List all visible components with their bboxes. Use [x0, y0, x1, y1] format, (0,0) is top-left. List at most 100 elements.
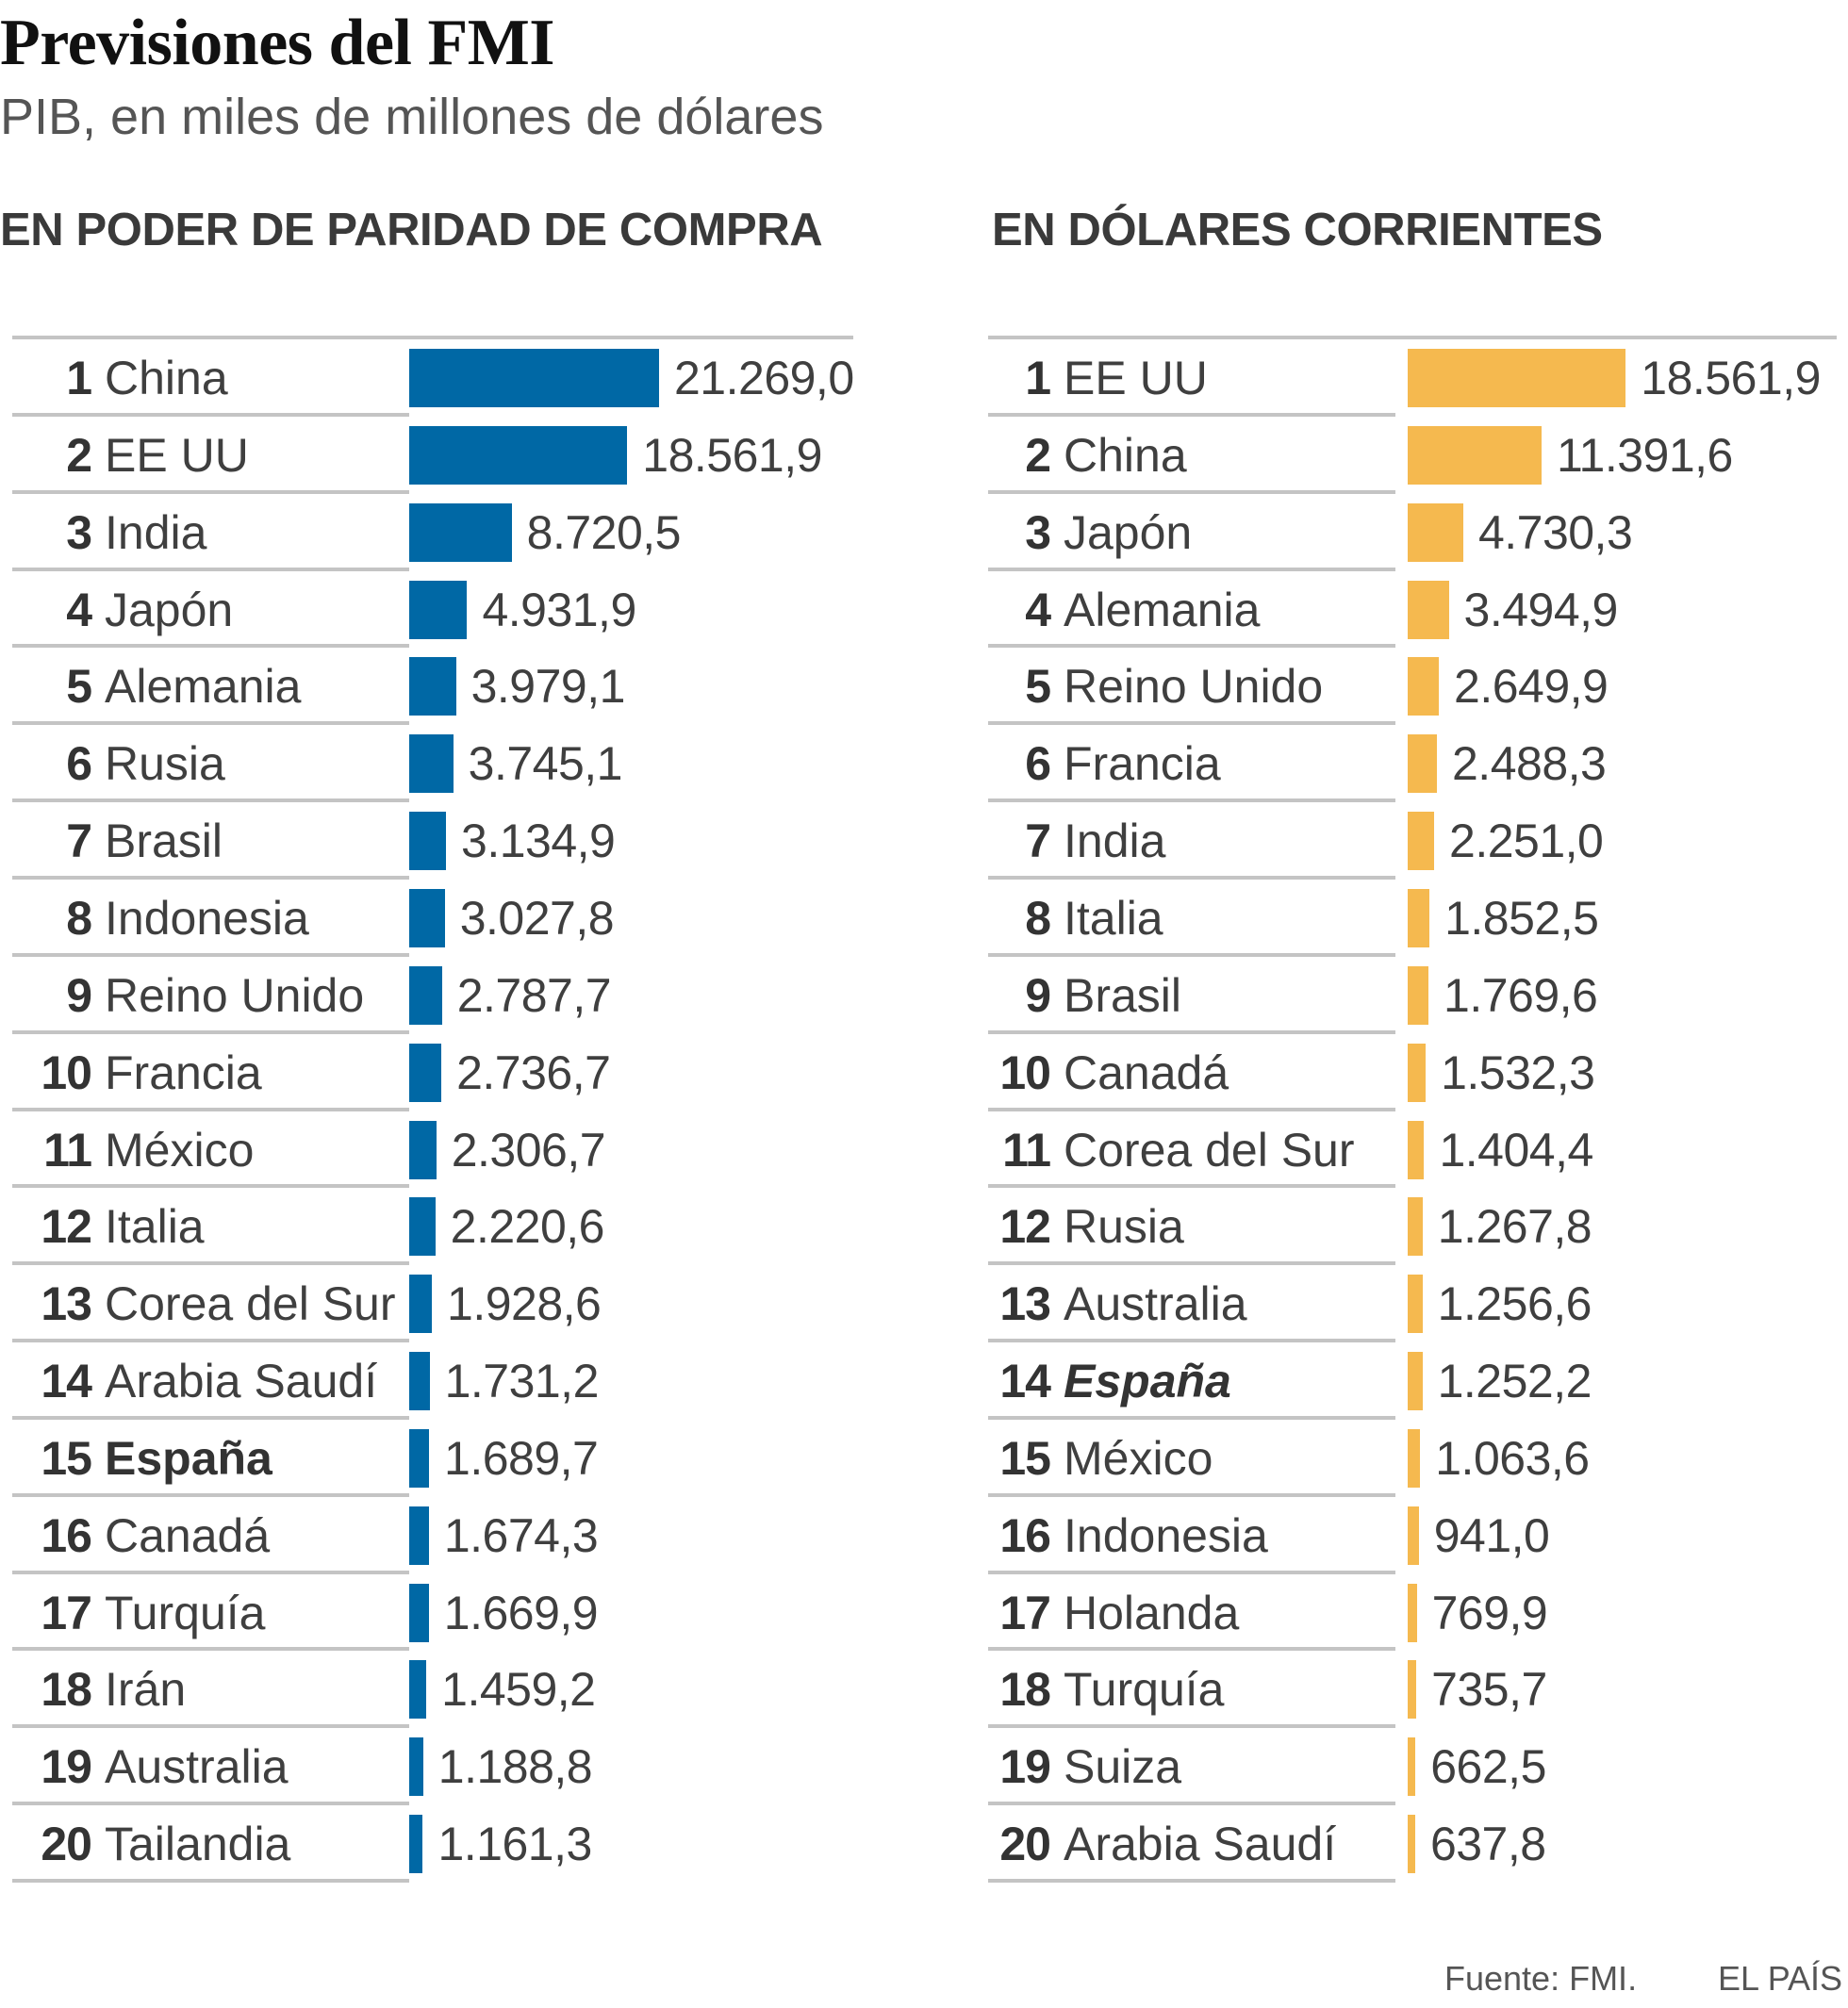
- country-name: Alemania: [105, 660, 302, 714]
- rank-number: 11: [1002, 1123, 1051, 1177]
- usd-row-label: 18 Turquía: [971, 1651, 1224, 1728]
- ppp-row-label: 7 Brasil: [12, 802, 223, 880]
- ppp-bar: [409, 1120, 437, 1179]
- country-name: España: [105, 1431, 272, 1485]
- usd-bar: [1408, 812, 1435, 871]
- ppp-value-label: 4.931,9: [482, 583, 636, 636]
- ppp-row-label: 16 Canadá: [12, 1497, 270, 1574]
- usd-value-label: 1.267,8: [1437, 1200, 1592, 1254]
- ppp-bar: [409, 965, 442, 1025]
- ppp-row-divider: [12, 798, 409, 803]
- ppp-row-divider: [12, 1879, 409, 1883]
- rank-number: 20: [41, 1818, 92, 1871]
- country-name: España: [1064, 1355, 1231, 1408]
- country-name: China: [1064, 428, 1187, 482]
- ppp-bar: [409, 349, 659, 407]
- ppp-row-label: 2 EE UU: [12, 417, 249, 494]
- ppp-row-label: 18 Irán: [12, 1651, 186, 1728]
- usd-row-label: 19 Suiza: [971, 1728, 1181, 1805]
- usd-value-label: 769,9: [1431, 1586, 1548, 1639]
- rank-number: 20: [999, 1818, 1051, 1871]
- usd-value-label: 1.532,3: [1441, 1045, 1595, 1099]
- ppp-row-divider: [12, 1261, 409, 1266]
- usd-bar: [1408, 657, 1440, 716]
- rank-number: 3: [66, 505, 92, 559]
- usd-bar: [1408, 888, 1430, 947]
- country-name: Italia: [1064, 891, 1163, 945]
- ppp-row-divider: [12, 489, 409, 494]
- usd-bar: [1408, 1506, 1419, 1565]
- rank-number: 2: [1025, 428, 1051, 482]
- ppp-bar: [409, 1197, 436, 1257]
- ppp-bar: [409, 812, 447, 871]
- ppp-row-divider: [12, 644, 409, 649]
- ppp-value-label: 1.669,9: [443, 1586, 599, 1639]
- ppp-bar: [409, 580, 468, 639]
- usd-bar: [1408, 1428, 1421, 1488]
- usd-row-label: 16 Indonesia: [971, 1497, 1267, 1574]
- usd-bar: [1408, 1815, 1415, 1874]
- ppp-value-label: 1.188,8: [437, 1740, 593, 1794]
- country-name: Irán: [105, 1663, 187, 1717]
- usd-row-label: 13 Australia: [971, 1265, 1247, 1342]
- country-name: Japón: [105, 583, 234, 636]
- usd-row-label: 20 Arabia Saudí: [971, 1805, 1336, 1883]
- usd-value-label: 1.404,4: [1439, 1123, 1593, 1177]
- country-name: Corea del Sur: [105, 1277, 396, 1331]
- rank-number: 12: [999, 1200, 1051, 1254]
- ppp-bar: [409, 734, 454, 794]
- ppp-value-label: 3.745,1: [468, 737, 623, 791]
- country-name: Francia: [1064, 737, 1221, 791]
- ppp-bar: [409, 1815, 423, 1874]
- country-name: Tailandia: [105, 1818, 291, 1871]
- usd-bar: [1408, 1583, 1417, 1642]
- ppp-row-label: 3 India: [12, 494, 206, 571]
- usd-section-heading: EN DÓLARES CORRIENTES: [992, 205, 1603, 255]
- country-name: Brasil: [1064, 968, 1182, 1022]
- usd-row-label: 2 China: [971, 417, 1187, 494]
- usd-row-divider: [988, 1492, 1395, 1497]
- usd-value-label: 1.256,6: [1437, 1277, 1592, 1331]
- country-name: Rusia: [1064, 1200, 1184, 1254]
- usd-bar: [1408, 1197, 1423, 1257]
- rank-number: 12: [41, 1200, 92, 1254]
- country-name: Alemania: [1064, 583, 1261, 636]
- rank-number: 15: [41, 1431, 92, 1485]
- ppp-row-divider: [12, 567, 409, 571]
- usd-row-label: 9 Brasil: [971, 957, 1181, 1034]
- rank-number: 4: [66, 583, 92, 636]
- ppp-row-divider: [12, 1492, 409, 1497]
- ppp-value-label: 3.027,8: [459, 891, 615, 945]
- country-name: Corea del Sur: [1064, 1123, 1355, 1177]
- rank-number: 5: [66, 660, 92, 714]
- ppp-bar: [409, 502, 512, 562]
- usd-value-label: 735,7: [1431, 1663, 1547, 1717]
- usd-row-divider: [988, 875, 1395, 880]
- rank-number: 11: [43, 1123, 92, 1177]
- usd-row-label: 6 Francia: [971, 725, 1221, 802]
- usd-bar: [1408, 1660, 1417, 1720]
- ppp-row-label: 9 Reino Unido: [12, 957, 364, 1034]
- ppp-row-label: 13 Corea del Sur: [12, 1265, 396, 1342]
- usd-bar: [1408, 965, 1429, 1025]
- rank-number: 16: [999, 1508, 1051, 1562]
- usd-bar: [1408, 580, 1449, 639]
- ppp-value-label: 1.674,3: [443, 1508, 599, 1562]
- ppp-value-label: 1.161,3: [437, 1818, 592, 1871]
- country-name: Australia: [1064, 1277, 1247, 1331]
- usd-top-rule: [988, 336, 1837, 339]
- rank-number: 6: [66, 737, 92, 791]
- rank-number: 9: [66, 968, 92, 1022]
- usd-bar: [1408, 1352, 1423, 1411]
- rank-number: 19: [41, 1740, 92, 1794]
- usd-row-divider: [988, 412, 1395, 417]
- usd-row-divider: [988, 1879, 1395, 1883]
- ppp-value-label: 21.269,0: [674, 352, 854, 404]
- country-name: India: [105, 505, 207, 559]
- publisher-credit: EL PAÍS: [1718, 1959, 1843, 1998]
- ppp-value-label: 2.220,6: [450, 1200, 605, 1254]
- usd-value-label: 4.730,3: [1477, 505, 1633, 559]
- usd-bar: [1408, 734, 1437, 794]
- ppp-value-label: 2.787,7: [456, 968, 612, 1022]
